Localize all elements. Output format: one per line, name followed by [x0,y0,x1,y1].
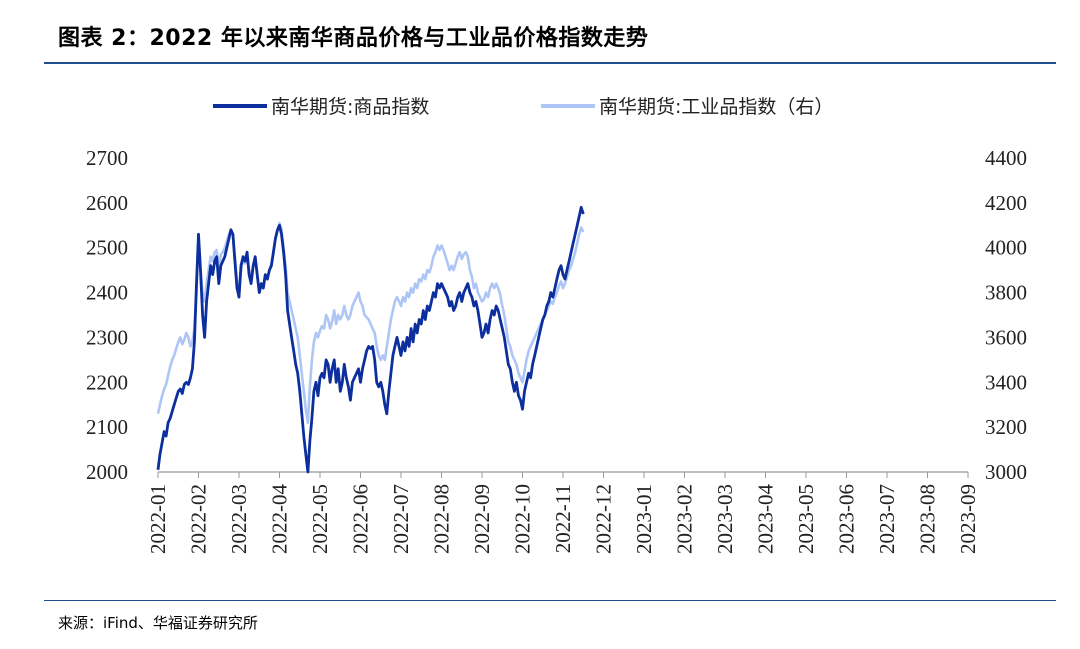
x-tick-label: 2023-04 [754,484,778,554]
x-tick-label: 2023-08 [916,484,940,554]
source-note: 来源：iFind、华福证券研究所 [58,614,258,632]
x-tick-label: 2022-02 [187,484,211,554]
y-left-tick-label: 2100 [86,415,128,439]
x-tick-label: 2023-01 [632,484,656,554]
x-tick-label: 2023-07 [875,484,899,554]
y-right-tick-label: 3200 [985,415,1027,439]
x-tick-label: 2022-09 [470,484,494,554]
legend-label: 南华期货:商品指数 [271,96,429,118]
y-right-tick-label: 3000 [985,460,1027,484]
y-left-tick-label: 2000 [86,460,128,484]
x-tick-label: 2023-02 [673,484,697,554]
x-tick-label: 2023-09 [956,484,980,554]
x-tick-label: 2022-05 [308,484,332,554]
industrial-index-line [156,221,585,424]
x-tick-label: 2022-10 [511,484,535,554]
legend-label: 南华期货:工业品指数（右） [599,96,833,118]
title-divider [44,62,1056,64]
y-left-tick-label: 2600 [86,191,128,215]
x-tick-label: 2022-12 [592,484,616,554]
y-left-tick-label: 2500 [86,236,128,260]
y-right-tick-label: 3400 [985,370,1027,394]
x-tick-label: 2023-03 [713,484,737,554]
y-left-tick-label: 2700 [86,146,128,170]
x-tick-label: 2022-08 [430,484,454,554]
y-right-tick-label: 3600 [985,325,1027,349]
y-left-tick-label: 2200 [86,370,128,394]
y-right-tick-label: 4400 [985,146,1027,170]
x-tick-label: 2022-07 [389,484,413,554]
line-chart: 2022-01 2022-02 2022-03 2022-04 2022-05 2022-… [86,96,1027,554]
x-tick-label: 2023-05 [794,484,818,554]
y-right-tick-label: 4000 [985,236,1027,260]
y-right-tick-label: 4200 [985,191,1027,215]
x-tick-label: 2022-04 [268,484,292,554]
x-tick-label: 2022-06 [349,484,373,554]
commodity-index-line [156,205,585,474]
y-right-tick-label: 3800 [985,281,1027,305]
figure-title: 图表 2：2022 年以来南华商品价格与工业品价格指数走势 [58,26,649,51]
y-left-tick-label: 2300 [86,325,128,349]
x-tick-label: 2023-06 [835,484,859,554]
x-tick-label: 2022-01 [146,484,170,554]
x-tick-label: 2022-03 [227,484,251,554]
y-left-tick-label: 2400 [86,281,128,305]
x-tick-label: 2022-11 [551,484,575,553]
source-divider [44,600,1056,601]
